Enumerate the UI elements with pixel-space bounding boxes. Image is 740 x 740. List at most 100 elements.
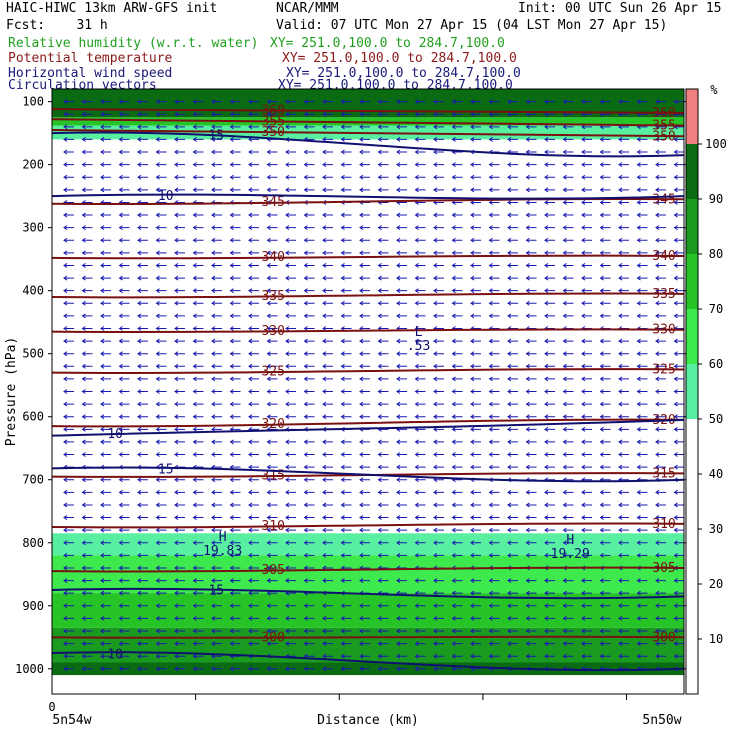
- circulation-vector: [507, 225, 518, 231]
- circulation-vector: [81, 111, 93, 117]
- circulation-vector: [340, 414, 352, 420]
- circulation-vector: [618, 263, 629, 268]
- circulation-vector: [451, 187, 463, 193]
- circulation-vector: [248, 313, 259, 319]
- circulation-vector: [451, 578, 463, 583]
- circulation-vector: [581, 338, 592, 344]
- circulation-vector: [248, 603, 259, 609]
- wind-contour-15: [51, 131, 685, 158]
- circulation-vector: [396, 540, 407, 546]
- wind-contour-10: [51, 651, 685, 672]
- circulation-vector: [414, 666, 426, 672]
- circulation-vector: [248, 666, 259, 672]
- circulation-vector: [488, 540, 500, 546]
- circulation-vector: [118, 111, 130, 117]
- circulation-vector: [118, 489, 130, 495]
- circulation-vector: [359, 225, 370, 231]
- circulation-vector: [544, 552, 555, 558]
- circulation-vector: [340, 641, 352, 646]
- circulation-vector: [581, 149, 592, 155]
- circulation-vector: [211, 578, 222, 583]
- circulation-vector: [488, 288, 500, 294]
- circulation-vector: [192, 237, 204, 243]
- circulation-vector: [673, 615, 685, 621]
- circulation-vector: [248, 502, 259, 508]
- circulation-vector: [266, 174, 278, 180]
- circulation-vector: [414, 338, 426, 344]
- y-tick-label: 600: [22, 410, 44, 424]
- circulation-vector: [303, 263, 315, 268]
- circulation-vector: [377, 237, 389, 243]
- circulation-vector: [359, 515, 370, 520]
- circulation-vector: [507, 363, 518, 369]
- circulation-vector: [248, 552, 259, 558]
- circulation-vector: [433, 615, 444, 621]
- valid-time: Valid: 07 UTC Mon 27 Apr 15 (04 LST Mon …: [276, 18, 668, 33]
- circulation-vector: [192, 565, 204, 571]
- circulation-vector: [340, 351, 352, 357]
- circulation-vector: [525, 515, 537, 520]
- circulation-vector: [322, 162, 333, 168]
- circulation-vector: [507, 439, 518, 445]
- circulation-vector: [266, 376, 278, 382]
- circulation-vector: [377, 401, 389, 407]
- circulation-vector: [618, 275, 629, 281]
- circulation-vector: [174, 426, 185, 432]
- circulation-vector: [248, 250, 259, 256]
- circulation-vector: [470, 628, 481, 634]
- circulation-vector: [137, 628, 148, 634]
- circulation-vector: [414, 212, 426, 218]
- circulation-vector: [174, 99, 185, 105]
- circulation-vector: [63, 212, 74, 218]
- circulation-vector: [470, 452, 481, 457]
- circulation-vector: [377, 489, 389, 495]
- circulation-vector: [525, 540, 537, 546]
- circulation-vector: [655, 187, 666, 193]
- circulation-vector: [63, 363, 74, 369]
- circulation-vector: [322, 99, 333, 105]
- circulation-vector: [100, 212, 111, 218]
- circulation-vector: [340, 540, 352, 546]
- circulation-vector: [340, 99, 352, 105]
- circulation-vector: [211, 338, 222, 344]
- circulation-vector: [414, 124, 426, 130]
- circulation-vector: [525, 99, 537, 105]
- circulation-vector: [488, 162, 500, 168]
- circulation-vector: [174, 363, 185, 369]
- circulation-vector: [470, 288, 481, 294]
- circulation-vector: [211, 628, 222, 634]
- theta-label-right-305: 305: [652, 561, 675, 576]
- circulation-vector: [433, 540, 444, 546]
- circulation-vector: [137, 351, 148, 357]
- circulation-vector: [470, 540, 481, 546]
- circulation-vector: [63, 174, 74, 180]
- circulation-vector: [81, 225, 93, 231]
- circulation-vector: [562, 351, 574, 357]
- circulation-vector: [340, 237, 352, 243]
- circulation-vector: [359, 603, 370, 609]
- circulation-vector: [137, 313, 148, 319]
- theta-label-360: 360: [261, 103, 284, 118]
- circulation-vector: [211, 565, 222, 571]
- circulation-vector: [322, 628, 333, 634]
- org-label: NCAR/MMM: [276, 1, 339, 16]
- circulation-vector: [433, 389, 444, 394]
- circulation-vector: [414, 275, 426, 281]
- circulation-vector: [599, 401, 611, 407]
- circulation-vector: [155, 250, 167, 256]
- circulation-vector-layer: [63, 99, 685, 672]
- circulation-vector: [340, 552, 352, 558]
- circulation-vector: [285, 124, 296, 130]
- wind-label-10: 10: [158, 189, 174, 204]
- circulation-vector: [229, 439, 241, 445]
- circulation-vector: [488, 401, 500, 407]
- circulation-vector: [322, 124, 333, 130]
- circulation-vector: [63, 250, 74, 256]
- circulation-vector: [155, 162, 167, 168]
- circulation-vector: [322, 464, 333, 470]
- circulation-vector: [655, 137, 666, 142]
- circulation-vector: [192, 515, 204, 520]
- circulation-vector: [303, 540, 315, 546]
- circulation-vector: [155, 149, 167, 155]
